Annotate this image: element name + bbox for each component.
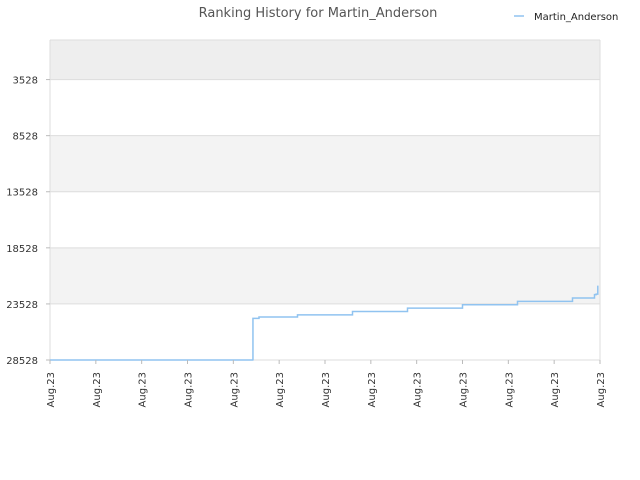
x-axis-ticks: Aug.23 Aug.23 Aug.23 Aug.23 Aug.23 Aug.23 Aug.… — [46, 360, 607, 407]
x-tick-label: Aug.23 — [459, 372, 470, 407]
x-tick-label: Aug.23 — [550, 372, 561, 407]
x-tick-label: Aug.23 — [138, 372, 149, 407]
grid-band — [50, 303, 600, 360]
legend: Martin_Anderson — [514, 12, 618, 23]
series-layer — [50, 285, 599, 361]
x-tick-label: Aug.23 — [46, 372, 57, 407]
grid-bands — [50, 40, 600, 360]
y-tick-label: 3528 — [13, 76, 38, 87]
x-tick-label: Aug.23 — [184, 372, 195, 407]
y-tick-label: 8528 — [13, 132, 38, 143]
grid-band — [50, 40, 600, 80]
y-tick-label: 28528 — [6, 356, 38, 367]
grid-band — [50, 135, 600, 192]
legend-label: Martin_Anderson — [534, 12, 618, 23]
y-axis-ticks: 3528 8528 13528 18528 23528 28528 — [6, 76, 50, 367]
x-tick-label: Aug.23 — [367, 372, 378, 407]
x-tick-label: Aug.23 — [92, 372, 103, 407]
chart-title: Ranking History for Martin_Anderson — [199, 6, 438, 21]
grid-band — [50, 247, 600, 304]
series-line — [50, 285, 599, 361]
x-tick-label: Aug.23 — [413, 372, 424, 407]
x-tick-label: Aug.23 — [596, 372, 607, 407]
x-tick-label: Aug.23 — [229, 372, 240, 407]
grid-band — [50, 191, 600, 248]
y-tick-label: 23528 — [6, 300, 38, 311]
x-tick-label: Aug.23 — [321, 372, 332, 407]
x-tick-label: Aug.23 — [275, 372, 286, 407]
y-tick-label: 13528 — [6, 188, 38, 199]
y-tick-label: 18528 — [6, 244, 38, 255]
x-tick-label: Aug.23 — [504, 372, 515, 407]
grid-band — [50, 79, 600, 136]
